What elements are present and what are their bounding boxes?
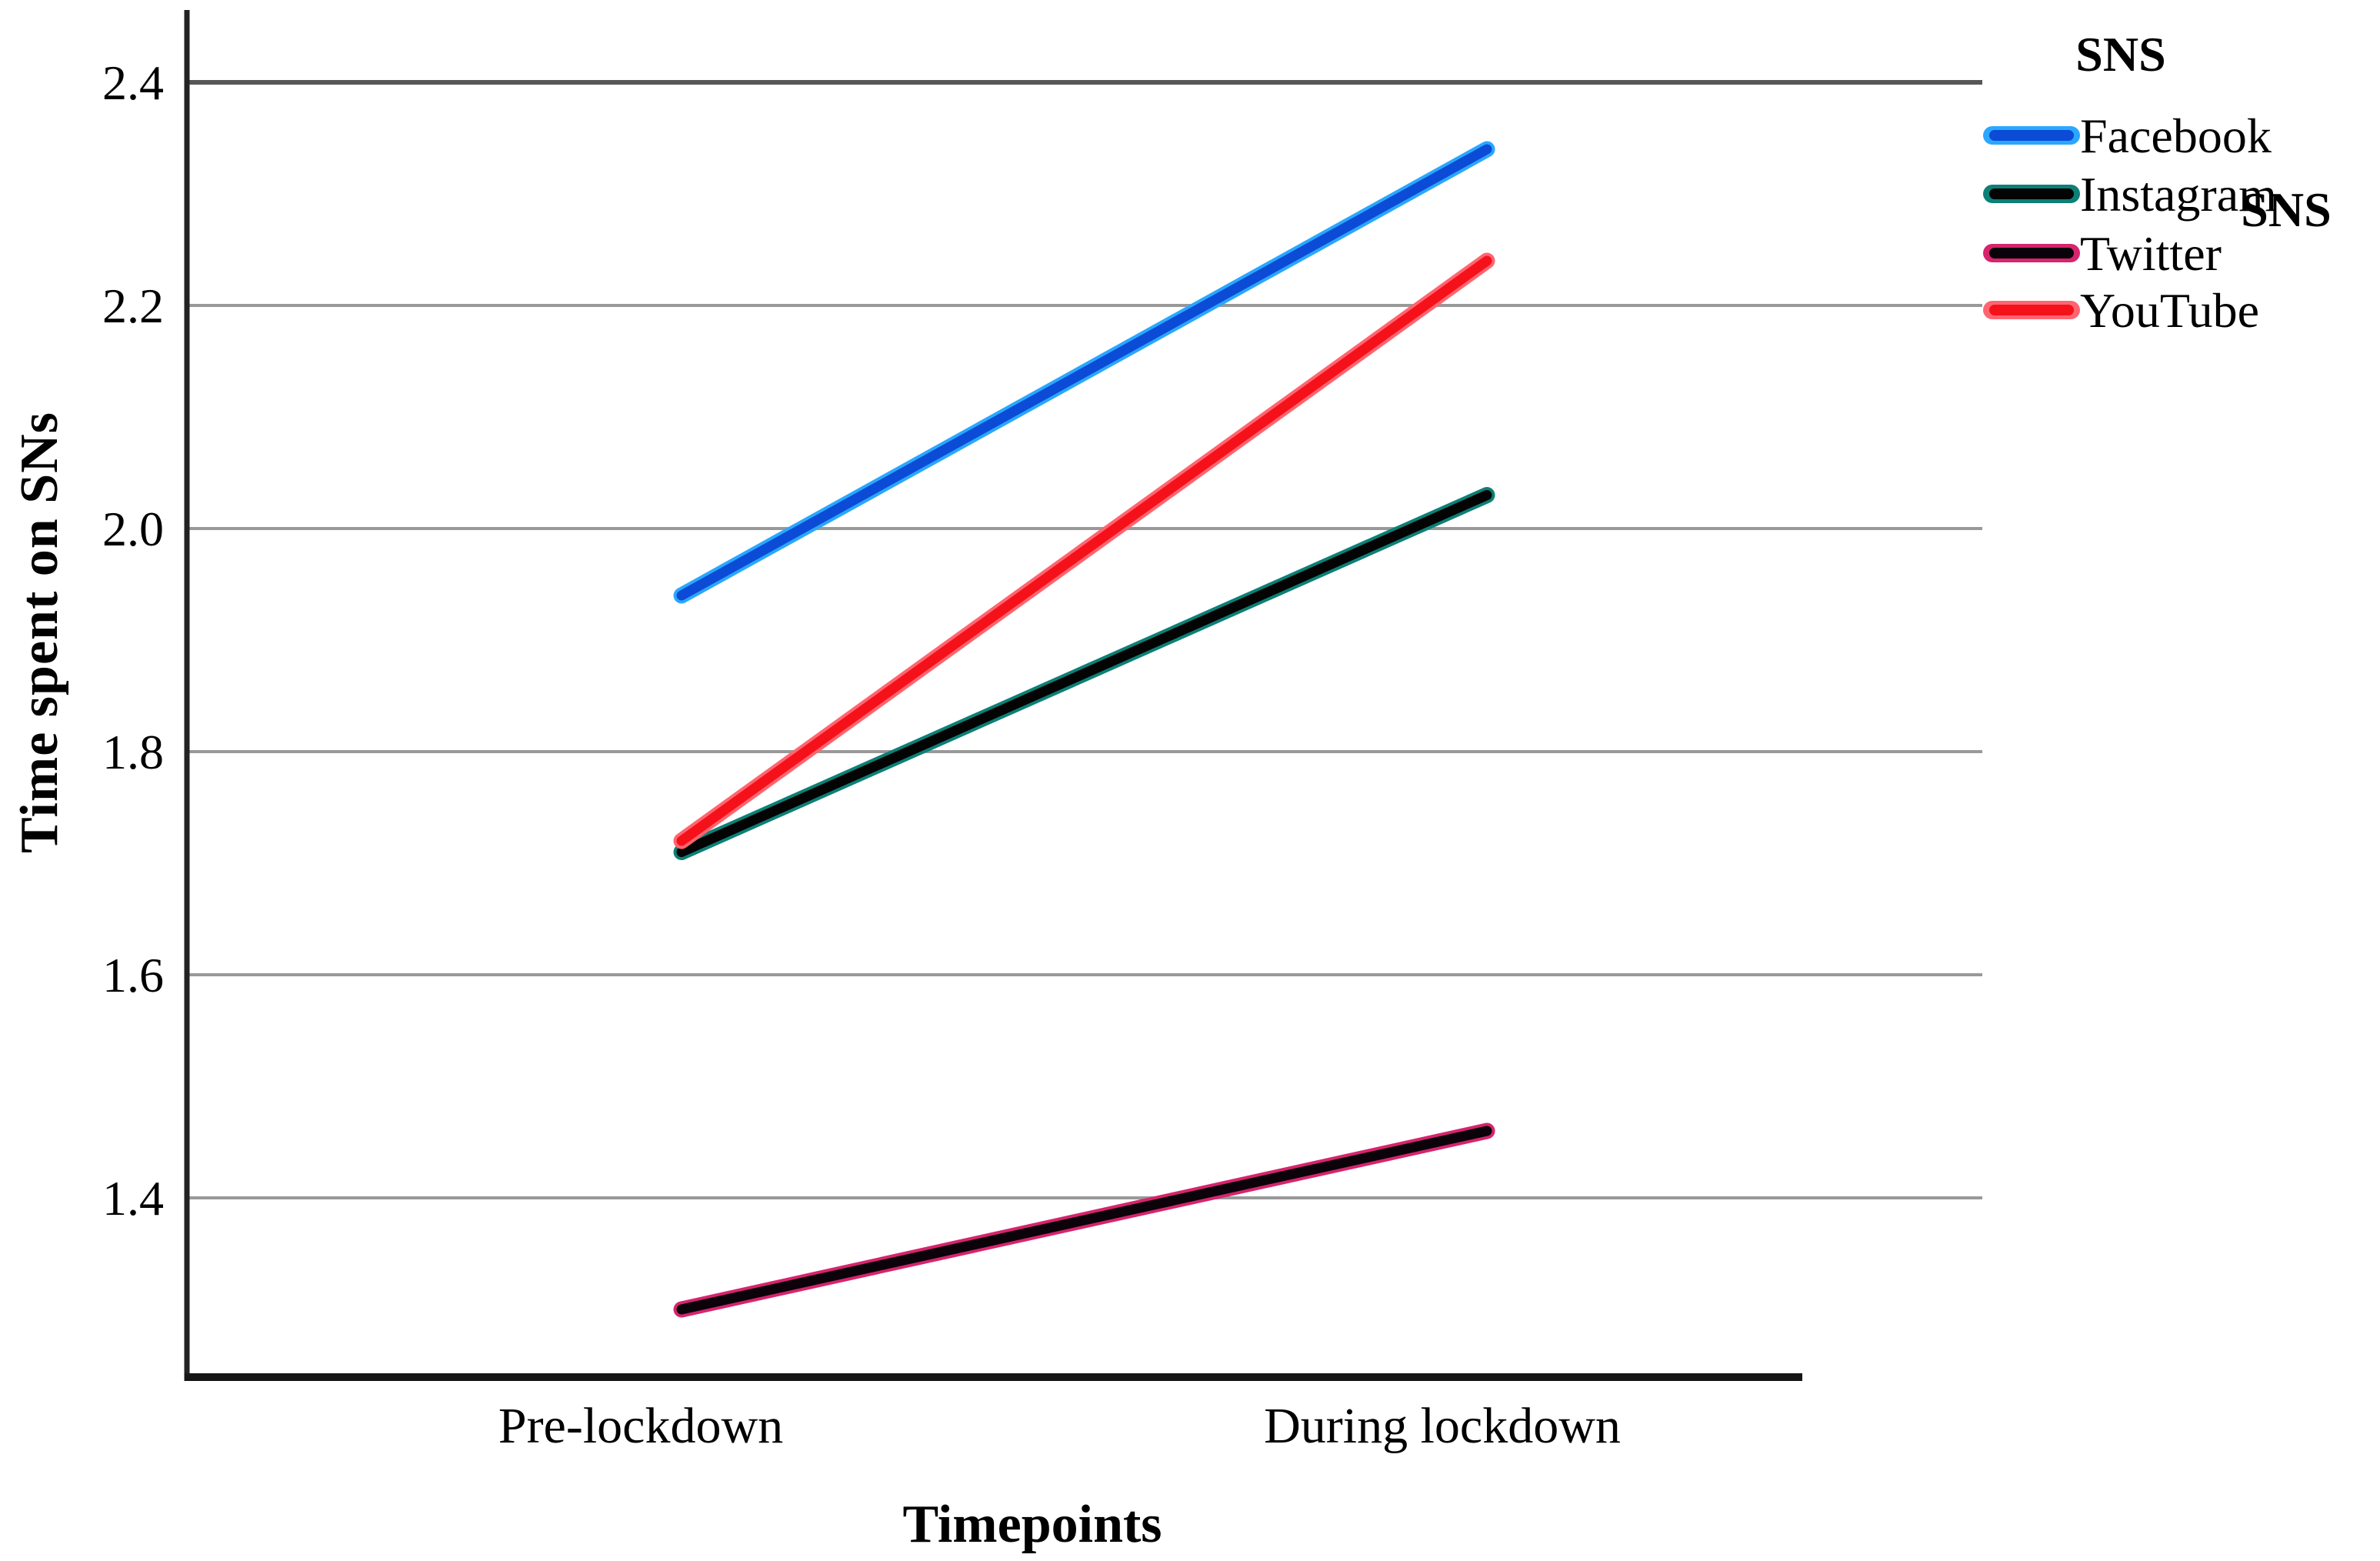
legend-label-facebook: Facebook [2080, 108, 2272, 163]
y-axis-title: Time spent on SNs [10, 412, 69, 853]
y-tick-label-2.2: 2.2 [102, 279, 164, 333]
legend-title-duplicate: SNS [2241, 182, 2332, 237]
x-tick-label-pre-lockdown: Pre-lockdown [498, 1398, 784, 1454]
legend-title: SNS [2075, 27, 2166, 82]
legend-label-youtube: YouTube [2080, 283, 2259, 338]
x-tick-label-during-lockdown: During lockdown [1264, 1398, 1621, 1454]
y-tick-label-2.0: 2.0 [102, 502, 164, 556]
y-tick-label-2.4: 2.4 [102, 55, 164, 110]
legend-label-twitter: Twitter [2080, 226, 2222, 281]
series-line-youtube [676, 255, 1492, 846]
series-line-facebook [676, 144, 1492, 601]
x-axis-title: Timepoints [902, 1495, 1162, 1554]
y-tick-label-1.6: 1.6 [102, 948, 164, 1002]
series-line-instagram [676, 490, 1492, 857]
y-tick-label-1.8: 1.8 [102, 725, 164, 779]
y-tick-label-1.4: 1.4 [102, 1171, 164, 1226]
legend-label-instagram: Instagram [2080, 167, 2277, 222]
series-line-twitter [676, 1126, 1492, 1315]
